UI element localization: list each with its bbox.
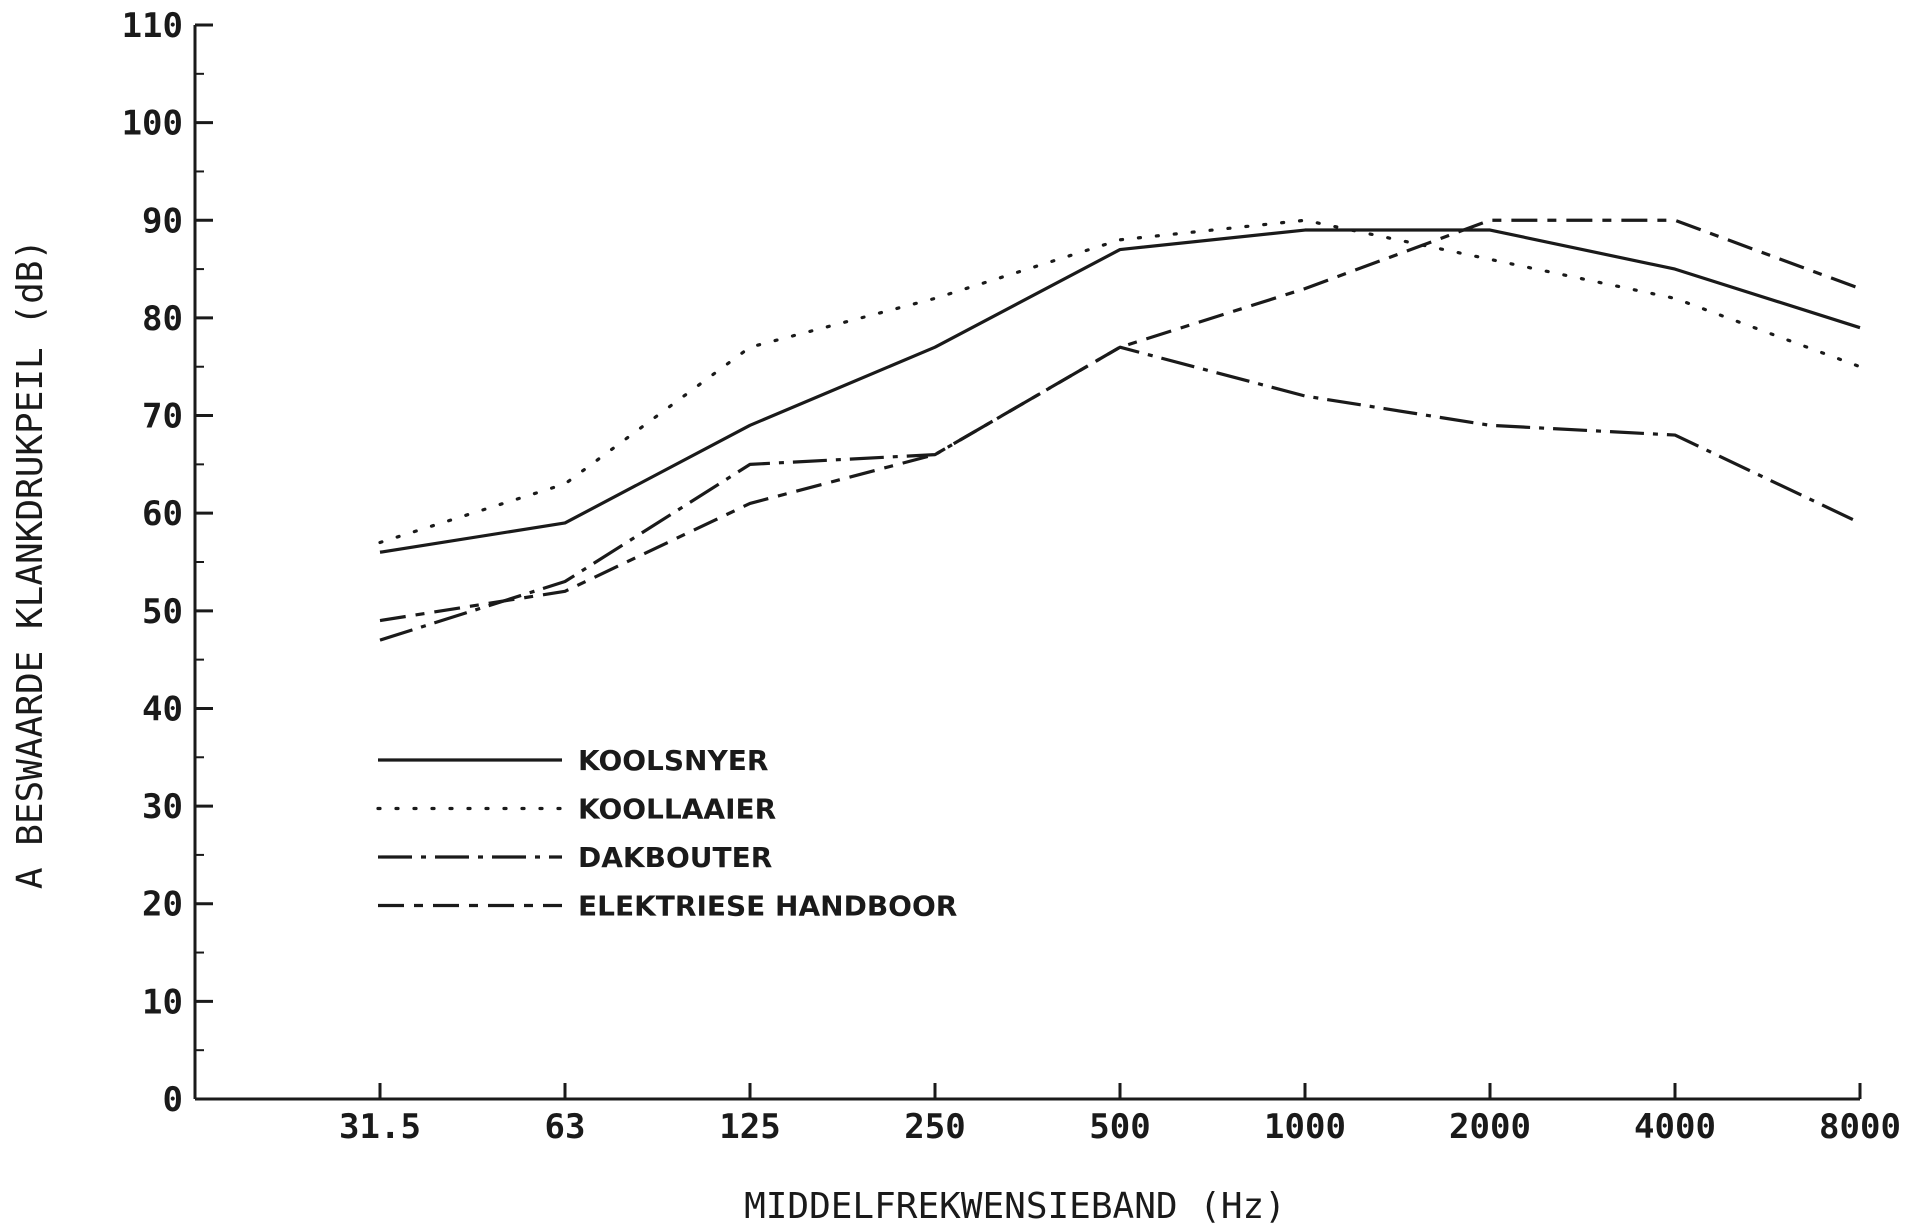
x-tick-label: 125: [719, 1107, 780, 1147]
x-tick-label: 500: [1089, 1107, 1150, 1147]
axes: [193, 25, 1860, 1101]
x-tick-label: 63: [545, 1107, 586, 1147]
x-tick-label: 4000: [1634, 1107, 1716, 1147]
y-tick-label: 0: [163, 1080, 183, 1120]
legend-label-2: KOOLLAAIER: [578, 793, 776, 826]
y-tick-label: 40: [142, 689, 183, 729]
y-tick-label: 80: [142, 299, 183, 339]
y-tick-label: 60: [142, 494, 183, 534]
y-tick-label: 70: [142, 397, 183, 437]
y-tick-label: 20: [142, 885, 183, 925]
y-axis-ticks: 0 10 20 30 40 50 60 70 80 90 100 110: [122, 6, 213, 1120]
x-tick-label: 8000: [1819, 1107, 1901, 1147]
series-line-4: [379, 218, 1861, 623]
x-tick-label: 1000: [1264, 1107, 1346, 1147]
x-tick-label: 250: [904, 1107, 965, 1147]
x-axis-title: MIDDELFREKWENSIEBAND (Hz): [744, 1186, 1286, 1223]
legend: KOOLSNYER KOOLLAAIER DAKBOUTER ELEKTRIESE H…: [376, 744, 957, 923]
legend-label-3: DAKBOUTER: [578, 841, 772, 874]
series-line-2: [378, 218, 1862, 545]
y-tick-label: 30: [142, 787, 183, 827]
y-tick-label: 50: [142, 592, 183, 632]
x-tick-label: 2000: [1449, 1107, 1531, 1147]
y-tick-label: 100: [122, 104, 183, 144]
x-tick-label: 31.5: [339, 1107, 421, 1147]
legend-label-1: KOOLSNYER: [578, 744, 768, 777]
x-axis-ticks: 31.5 63 125 250 500 1000 2000 4000 8000: [339, 1083, 1901, 1147]
y-tick-label: 110: [122, 6, 183, 46]
series-group: [378, 218, 1862, 642]
y-axis-title: A BESWAARDE KLANKDRUKPEIL (dB): [10, 239, 51, 889]
y-tick-label: 10: [142, 982, 183, 1022]
series-line-1: [379, 228, 1861, 554]
y-tick-label: 90: [142, 201, 183, 241]
legend-label-4: ELEKTRIESE HANDBOOR: [578, 890, 957, 923]
series-line-3: [379, 345, 1861, 642]
